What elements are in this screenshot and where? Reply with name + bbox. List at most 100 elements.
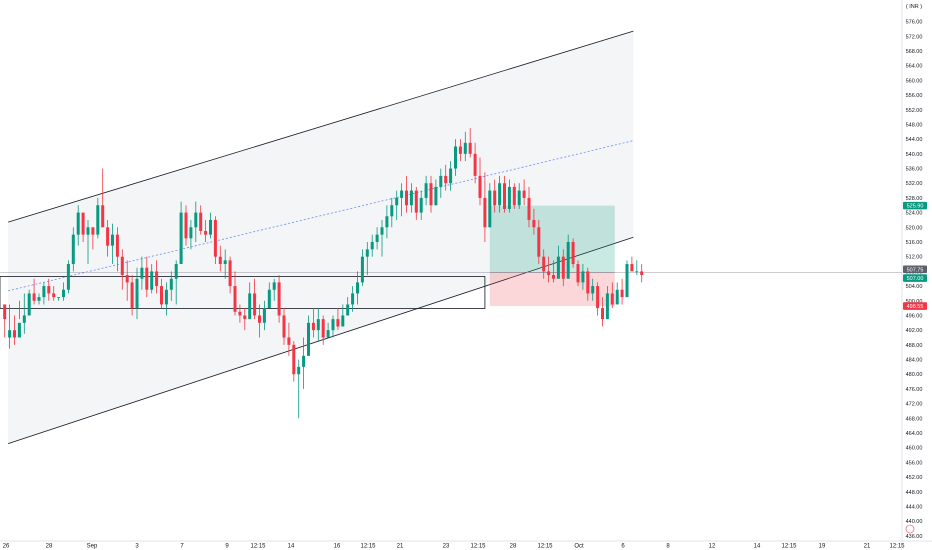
candle-body bbox=[640, 271, 644, 276]
candle bbox=[307, 315, 310, 356]
price-tick-label: 532.00 bbox=[906, 181, 923, 187]
candle-body bbox=[66, 264, 70, 290]
price-tick-label: 576.00 bbox=[906, 20, 923, 26]
candle-body bbox=[458, 146, 462, 154]
time-tick-label: 9 bbox=[225, 544, 229, 550]
candle bbox=[81, 212, 85, 242]
candle bbox=[400, 183, 404, 217]
price-tick-label: 480.00 bbox=[906, 372, 923, 378]
candle-body bbox=[424, 183, 428, 198]
time-tick-label: Sep bbox=[87, 544, 98, 550]
channel-upper-line bbox=[8, 30, 634, 223]
candle bbox=[218, 245, 222, 272]
candle bbox=[596, 282, 600, 316]
candle-body bbox=[620, 289, 624, 298]
candle-body bbox=[17, 322, 21, 338]
candle bbox=[341, 304, 345, 327]
candle bbox=[150, 264, 154, 294]
candle bbox=[277, 275, 281, 323]
candle-body bbox=[223, 260, 227, 265]
price-tick-label: 468.00 bbox=[906, 416, 923, 422]
price-tag: 525.90 bbox=[903, 201, 927, 210]
candle-body bbox=[483, 197, 487, 228]
candle bbox=[238, 304, 242, 323]
price-tag: 498.55 bbox=[903, 302, 927, 310]
candle bbox=[458, 139, 462, 162]
candle bbox=[297, 359, 301, 419]
candle-body bbox=[630, 264, 634, 272]
candle bbox=[429, 175, 433, 213]
candle bbox=[213, 216, 217, 265]
price-tick-label: 496.00 bbox=[906, 313, 923, 319]
candle-body bbox=[130, 282, 134, 309]
candle bbox=[52, 286, 56, 301]
candle bbox=[233, 271, 237, 316]
time-axis[interactable]: 26 28 Sep 3 7 9 12:15 14 16 12:15 21 23 12:15 28 12:15… bbox=[3, 544, 906, 550]
price-tick-label: 540.00 bbox=[906, 152, 923, 158]
candle-body bbox=[429, 183, 433, 206]
candle bbox=[86, 219, 90, 265]
candle-body bbox=[228, 260, 232, 287]
candle-body bbox=[238, 311, 242, 316]
candle bbox=[483, 172, 487, 242]
candle-body bbox=[81, 212, 85, 235]
candle bbox=[292, 341, 296, 382]
candle-body bbox=[439, 175, 443, 187]
candle bbox=[635, 260, 639, 276]
channel-middle-line bbox=[8, 140, 634, 292]
candle bbox=[449, 161, 453, 191]
candle bbox=[71, 227, 75, 272]
candle-body bbox=[145, 267, 149, 290]
candle bbox=[91, 227, 95, 250]
candle-body bbox=[292, 344, 296, 375]
price-tick-label: 544.00 bbox=[906, 137, 923, 143]
candle-body bbox=[164, 289, 168, 305]
price-tag-box bbox=[903, 302, 927, 310]
candle-body bbox=[57, 297, 61, 298]
candle bbox=[37, 293, 41, 305]
candle bbox=[17, 300, 21, 338]
candle bbox=[532, 208, 536, 235]
candle-body bbox=[199, 212, 203, 231]
price-tick-label: 528.00 bbox=[906, 196, 923, 202]
time-tick-label: 26 bbox=[3, 544, 10, 550]
price-tick-label: 536.00 bbox=[906, 167, 923, 173]
candle-body bbox=[498, 183, 502, 206]
candle-body bbox=[635, 271, 639, 273]
candle bbox=[243, 308, 247, 331]
candle-body bbox=[3, 304, 7, 320]
candle-body bbox=[571, 241, 575, 265]
drawings-layer[interactable] bbox=[0, 30, 902, 445]
candle bbox=[351, 286, 355, 312]
alert-marker-icon[interactable] bbox=[905, 524, 915, 534]
time-tick-label: 8 bbox=[666, 544, 670, 550]
price-tick-label: 568.00 bbox=[906, 49, 923, 55]
candle-body bbox=[488, 190, 492, 228]
candle-body bbox=[91, 227, 95, 235]
candle bbox=[164, 282, 168, 316]
candle bbox=[444, 164, 448, 191]
candle-body bbox=[71, 234, 75, 265]
position-target-zone bbox=[489, 205, 615, 273]
candle bbox=[42, 282, 46, 305]
time-tick-label: 19 bbox=[819, 544, 826, 550]
price-tag-box bbox=[903, 201, 927, 210]
candle-body bbox=[86, 227, 90, 235]
time-tick-label: 21 bbox=[397, 544, 404, 550]
price-axis[interactable]: 576.00 572.00 568.00 564.00 560.00 556.00 552.… bbox=[906, 20, 923, 540]
price-tick-label: 476.00 bbox=[906, 387, 923, 393]
candle-body bbox=[615, 289, 619, 305]
candle-body bbox=[258, 315, 261, 323]
candle bbox=[537, 219, 541, 265]
time-tick-label: 14 bbox=[288, 544, 295, 550]
candle bbox=[512, 183, 516, 209]
candle bbox=[287, 322, 291, 356]
candle bbox=[615, 282, 619, 305]
candle bbox=[473, 142, 477, 184]
candle-body bbox=[365, 249, 369, 257]
candle-body bbox=[262, 308, 266, 323]
time-tick-label: 3 bbox=[135, 544, 139, 550]
candle bbox=[478, 157, 482, 206]
